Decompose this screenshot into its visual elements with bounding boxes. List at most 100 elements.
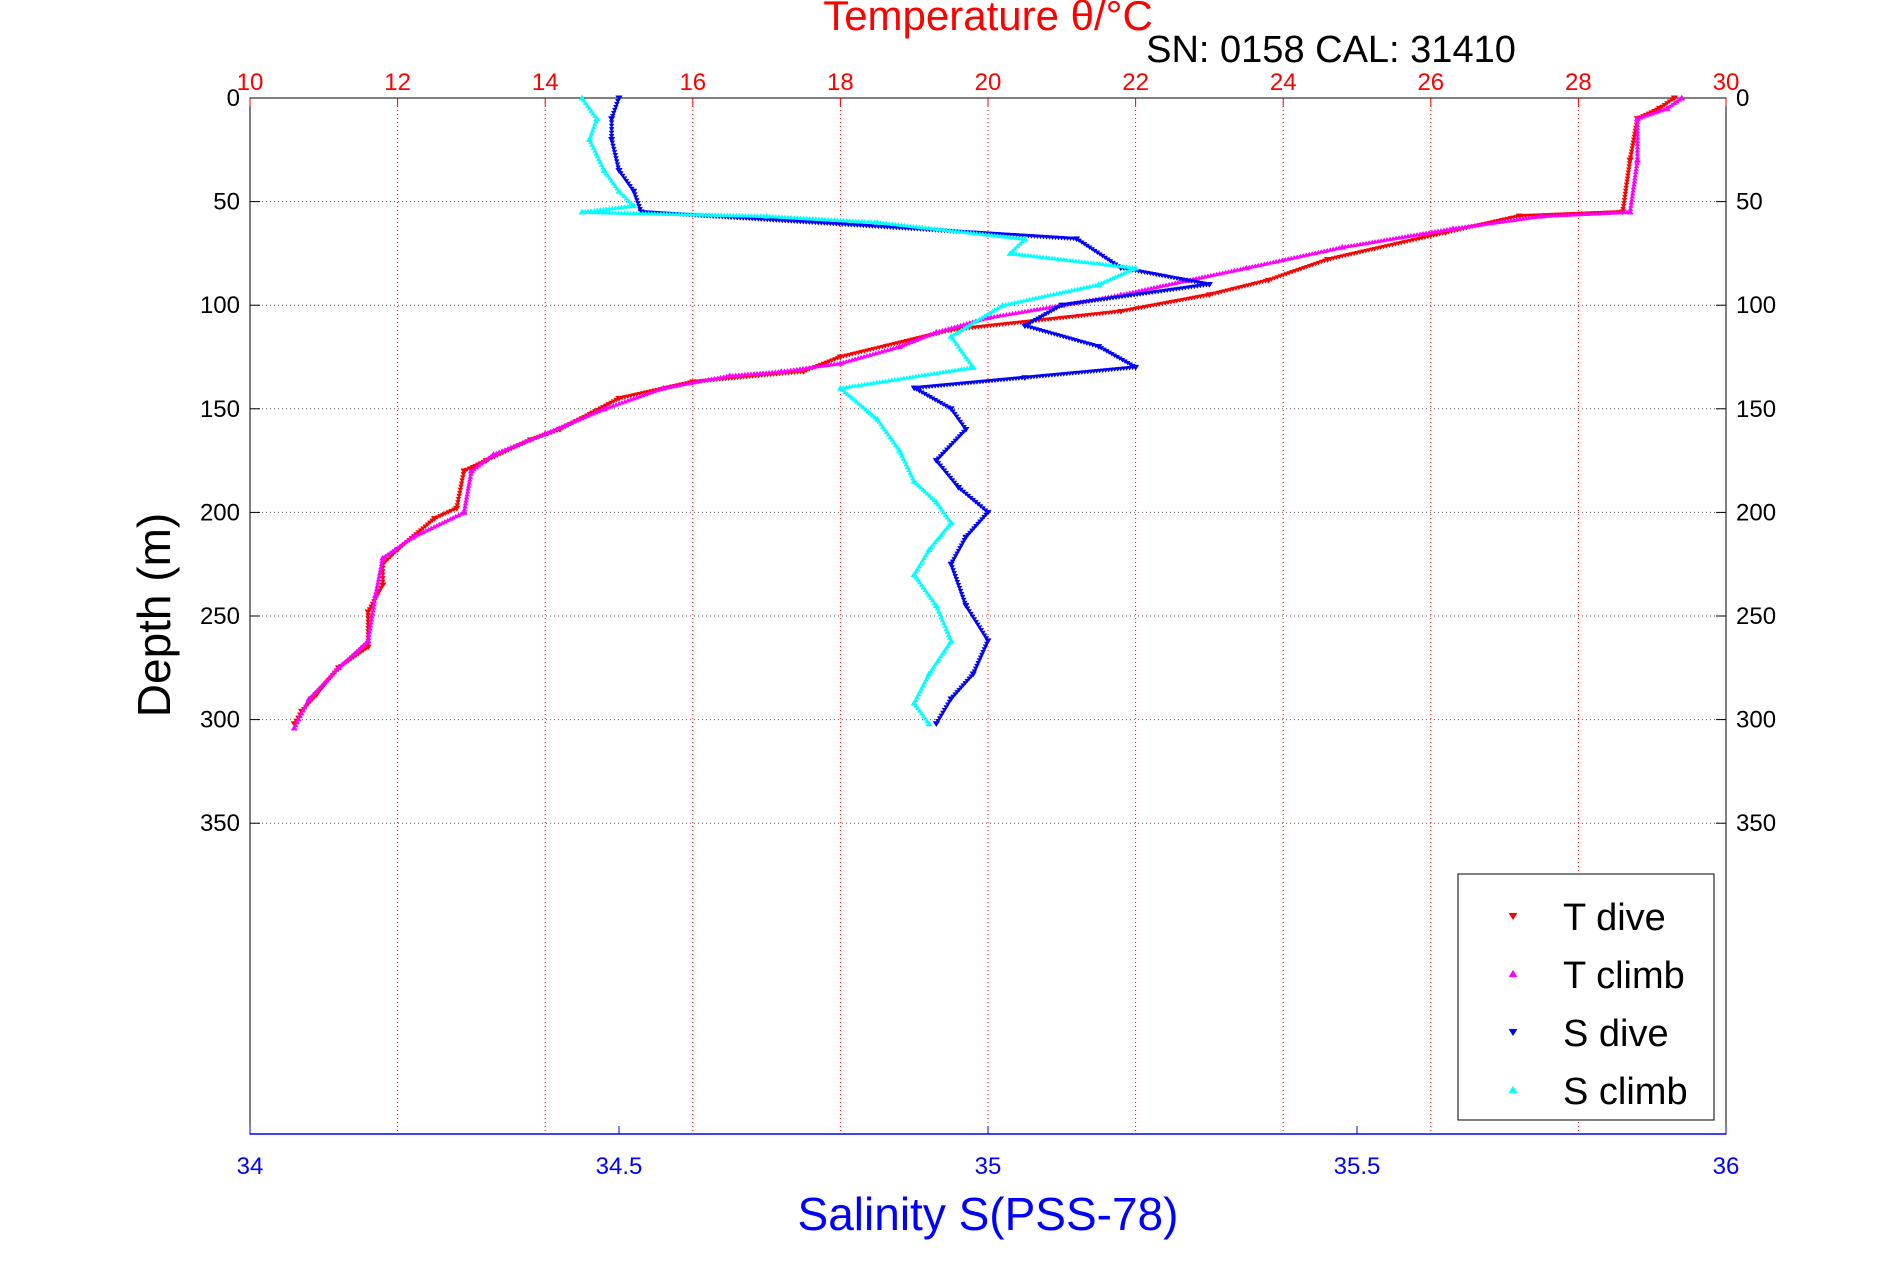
data-point bbox=[1492, 219, 1499, 225]
data-point bbox=[921, 555, 927, 560]
data-point bbox=[1031, 307, 1037, 312]
data-point bbox=[442, 518, 448, 524]
depth-tick-label-left: 300 bbox=[200, 707, 240, 734]
data-point bbox=[979, 315, 985, 320]
temperature-tick-label: 28 bbox=[1565, 69, 1592, 96]
data-point bbox=[902, 341, 908, 347]
data-point bbox=[852, 356, 859, 362]
data-point bbox=[613, 156, 619, 161]
data-point bbox=[1462, 224, 1469, 229]
data-point bbox=[784, 367, 791, 373]
legend-marker bbox=[1508, 969, 1518, 978]
data-point bbox=[327, 674, 333, 679]
data-point bbox=[978, 652, 985, 658]
data-point bbox=[787, 367, 794, 373]
data-point bbox=[1441, 227, 1447, 232]
data-point bbox=[957, 346, 964, 352]
legend-marker bbox=[1508, 1085, 1518, 1094]
data-point bbox=[404, 538, 411, 543]
data-point bbox=[669, 383, 676, 389]
data-point bbox=[971, 669, 978, 674]
data-point bbox=[915, 577, 921, 582]
salinity-axis: 34 34.5 35 35.5 36 bbox=[237, 1126, 1739, 1180]
data-point bbox=[846, 393, 853, 398]
data-point bbox=[1646, 111, 1653, 117]
data-point bbox=[588, 108, 595, 113]
data-point bbox=[984, 638, 992, 645]
data-point bbox=[1104, 278, 1111, 283]
data-point bbox=[1357, 241, 1364, 247]
data-point bbox=[1375, 238, 1381, 244]
data-point bbox=[496, 449, 503, 455]
data-point bbox=[1483, 221, 1490, 226]
data-point bbox=[954, 690, 960, 695]
y-axis-label: Depth (m) bbox=[128, 513, 180, 717]
data-point bbox=[885, 432, 892, 437]
data-point bbox=[944, 514, 951, 520]
data-point bbox=[1630, 140, 1637, 146]
data-point bbox=[958, 432, 965, 437]
data-point bbox=[1237, 266, 1244, 272]
data-point bbox=[961, 600, 968, 606]
data-point bbox=[631, 192, 638, 197]
data-point bbox=[888, 377, 895, 383]
data-point bbox=[960, 540, 966, 546]
data-point bbox=[1345, 243, 1352, 249]
data-point bbox=[953, 577, 960, 582]
data-point bbox=[997, 304, 1004, 309]
data-point bbox=[1351, 242, 1358, 248]
data-point bbox=[609, 113, 616, 119]
data-point bbox=[951, 338, 958, 344]
data-point bbox=[891, 376, 898, 382]
data-point bbox=[425, 526, 432, 532]
data-point bbox=[955, 417, 962, 422]
data-point bbox=[943, 705, 950, 710]
data-point bbox=[1086, 283, 1093, 289]
data-point bbox=[684, 380, 691, 386]
data-point bbox=[981, 313, 988, 319]
data-point bbox=[1673, 98, 1680, 104]
data-point bbox=[362, 640, 369, 645]
data-point bbox=[932, 458, 940, 464]
data-point bbox=[1658, 107, 1664, 113]
data-point bbox=[858, 382, 865, 387]
depth-tick-label-right: 350 bbox=[1736, 810, 1776, 837]
data-point bbox=[855, 355, 861, 361]
data-point bbox=[949, 478, 956, 483]
data-point bbox=[797, 366, 803, 371]
data-point bbox=[1456, 225, 1462, 230]
data-point bbox=[914, 566, 921, 571]
data-point bbox=[861, 353, 867, 359]
data-point bbox=[379, 579, 386, 585]
data-point bbox=[586, 105, 593, 111]
data-point bbox=[920, 584, 927, 590]
data-point bbox=[505, 445, 511, 451]
data-point bbox=[903, 375, 910, 380]
data-point bbox=[938, 532, 944, 537]
data-point bbox=[527, 436, 534, 442]
temperature-axis: 10 12 14 16 18 20 22 24 26 28 30 bbox=[237, 69, 1739, 106]
data-point bbox=[1625, 167, 1632, 172]
data-point bbox=[925, 720, 933, 727]
data-point bbox=[1240, 265, 1247, 271]
data-point bbox=[1396, 234, 1402, 240]
data-point bbox=[975, 521, 981, 527]
data-point bbox=[834, 361, 841, 366]
data-point bbox=[365, 613, 371, 618]
data-point bbox=[654, 387, 661, 393]
data-point bbox=[1255, 262, 1262, 268]
data-point bbox=[941, 468, 948, 474]
data-point bbox=[884, 347, 891, 352]
data-point bbox=[627, 184, 633, 189]
data-point bbox=[977, 655, 984, 661]
data-point bbox=[936, 656, 943, 661]
depth-tick-label-left: 200 bbox=[200, 499, 240, 526]
data-point bbox=[1270, 259, 1277, 265]
data-point bbox=[920, 713, 927, 718]
data-point bbox=[627, 396, 634, 402]
depth-tick-label-right: 50 bbox=[1736, 189, 1763, 216]
data-point bbox=[1118, 271, 1125, 277]
data-point bbox=[1228, 268, 1235, 273]
data-point bbox=[611, 149, 618, 155]
data-point bbox=[815, 363, 822, 369]
